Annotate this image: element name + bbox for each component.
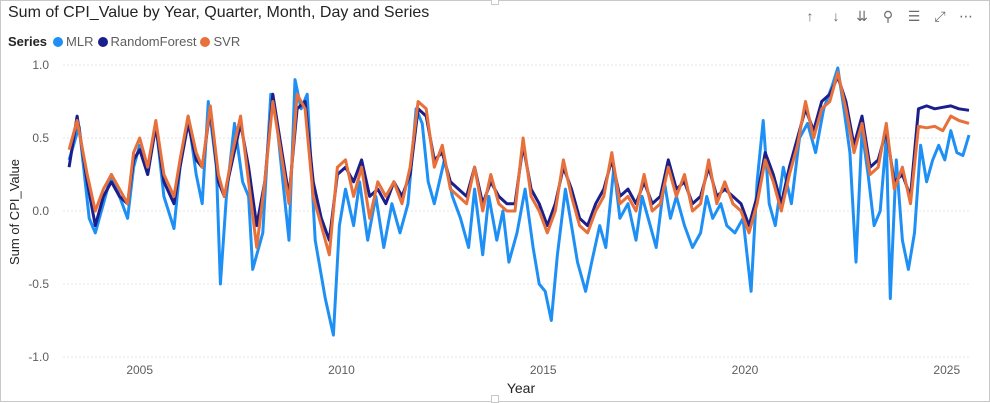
legend-item-mlr[interactable]: MLR [53,34,94,49]
more-options-icon[interactable]: ⋯ [959,7,973,24]
legend-title: Series [8,34,48,49]
y-tick-label: 0.5 [32,131,49,145]
y-axis-label: Sum of CPI_Value [7,159,22,265]
drill-down-all-icon[interactable]: ⇊ [856,7,868,24]
visual-header-toolbar: ↑ ↓ ⇊ ⚲ ☰ ⤢ ⋯ [797,5,979,27]
x-tick-label: 2010 [328,363,355,377]
x-tick-label: 2025 [933,363,960,377]
legend: Series MLR RandomForest SVR [8,34,244,49]
focus-mode-icon[interactable]: ⤢ [934,7,946,24]
chart-title: Sum of CPI_Value by Year, Quarter, Month… [8,4,430,21]
y-tick-label: -0.5 [28,277,49,291]
sort-ascending-icon[interactable]: ↑ [806,8,814,24]
expand-hierarchy-icon[interactable]: ⚲ [882,7,894,24]
y-axis-ticks: 1.0 0.5 0.0 -0.5 -1.0 [28,58,49,364]
x-tick-label: 2020 [732,363,759,377]
legend-item-svr[interactable]: SVR [200,34,240,49]
series-line-svr[interactable] [67,70,970,257]
y-tick-label: 1.0 [32,58,49,72]
series-line-mlr[interactable] [67,66,971,337]
legend-dot-randomforest [97,36,108,47]
x-tick-label: 2015 [530,363,557,377]
legend-label-svr: SVR [213,34,241,49]
series-lines [67,66,971,337]
filter-icon[interactable]: ☰ [907,7,921,24]
sort-descending-icon[interactable]: ↓ [832,8,840,24]
y-tick-label: 0.0 [32,204,49,218]
legend-dot-svr [200,36,211,47]
legend-dot-mlr [53,36,64,47]
x-tick-label: 2005 [126,363,153,377]
legend-label-randomforest: RandomForest [110,34,197,49]
gridlines [63,64,971,358]
x-axis-ticks: 2005 2010 2015 2020 2025 [126,363,960,377]
resize-handle-top[interactable] [491,0,499,5]
legend-label-mlr: MLR [66,34,94,49]
x-axis-label: Year [507,380,536,396]
legend-item-randomforest[interactable]: RandomForest [97,34,197,49]
y-tick-label: -1.0 [28,350,49,364]
